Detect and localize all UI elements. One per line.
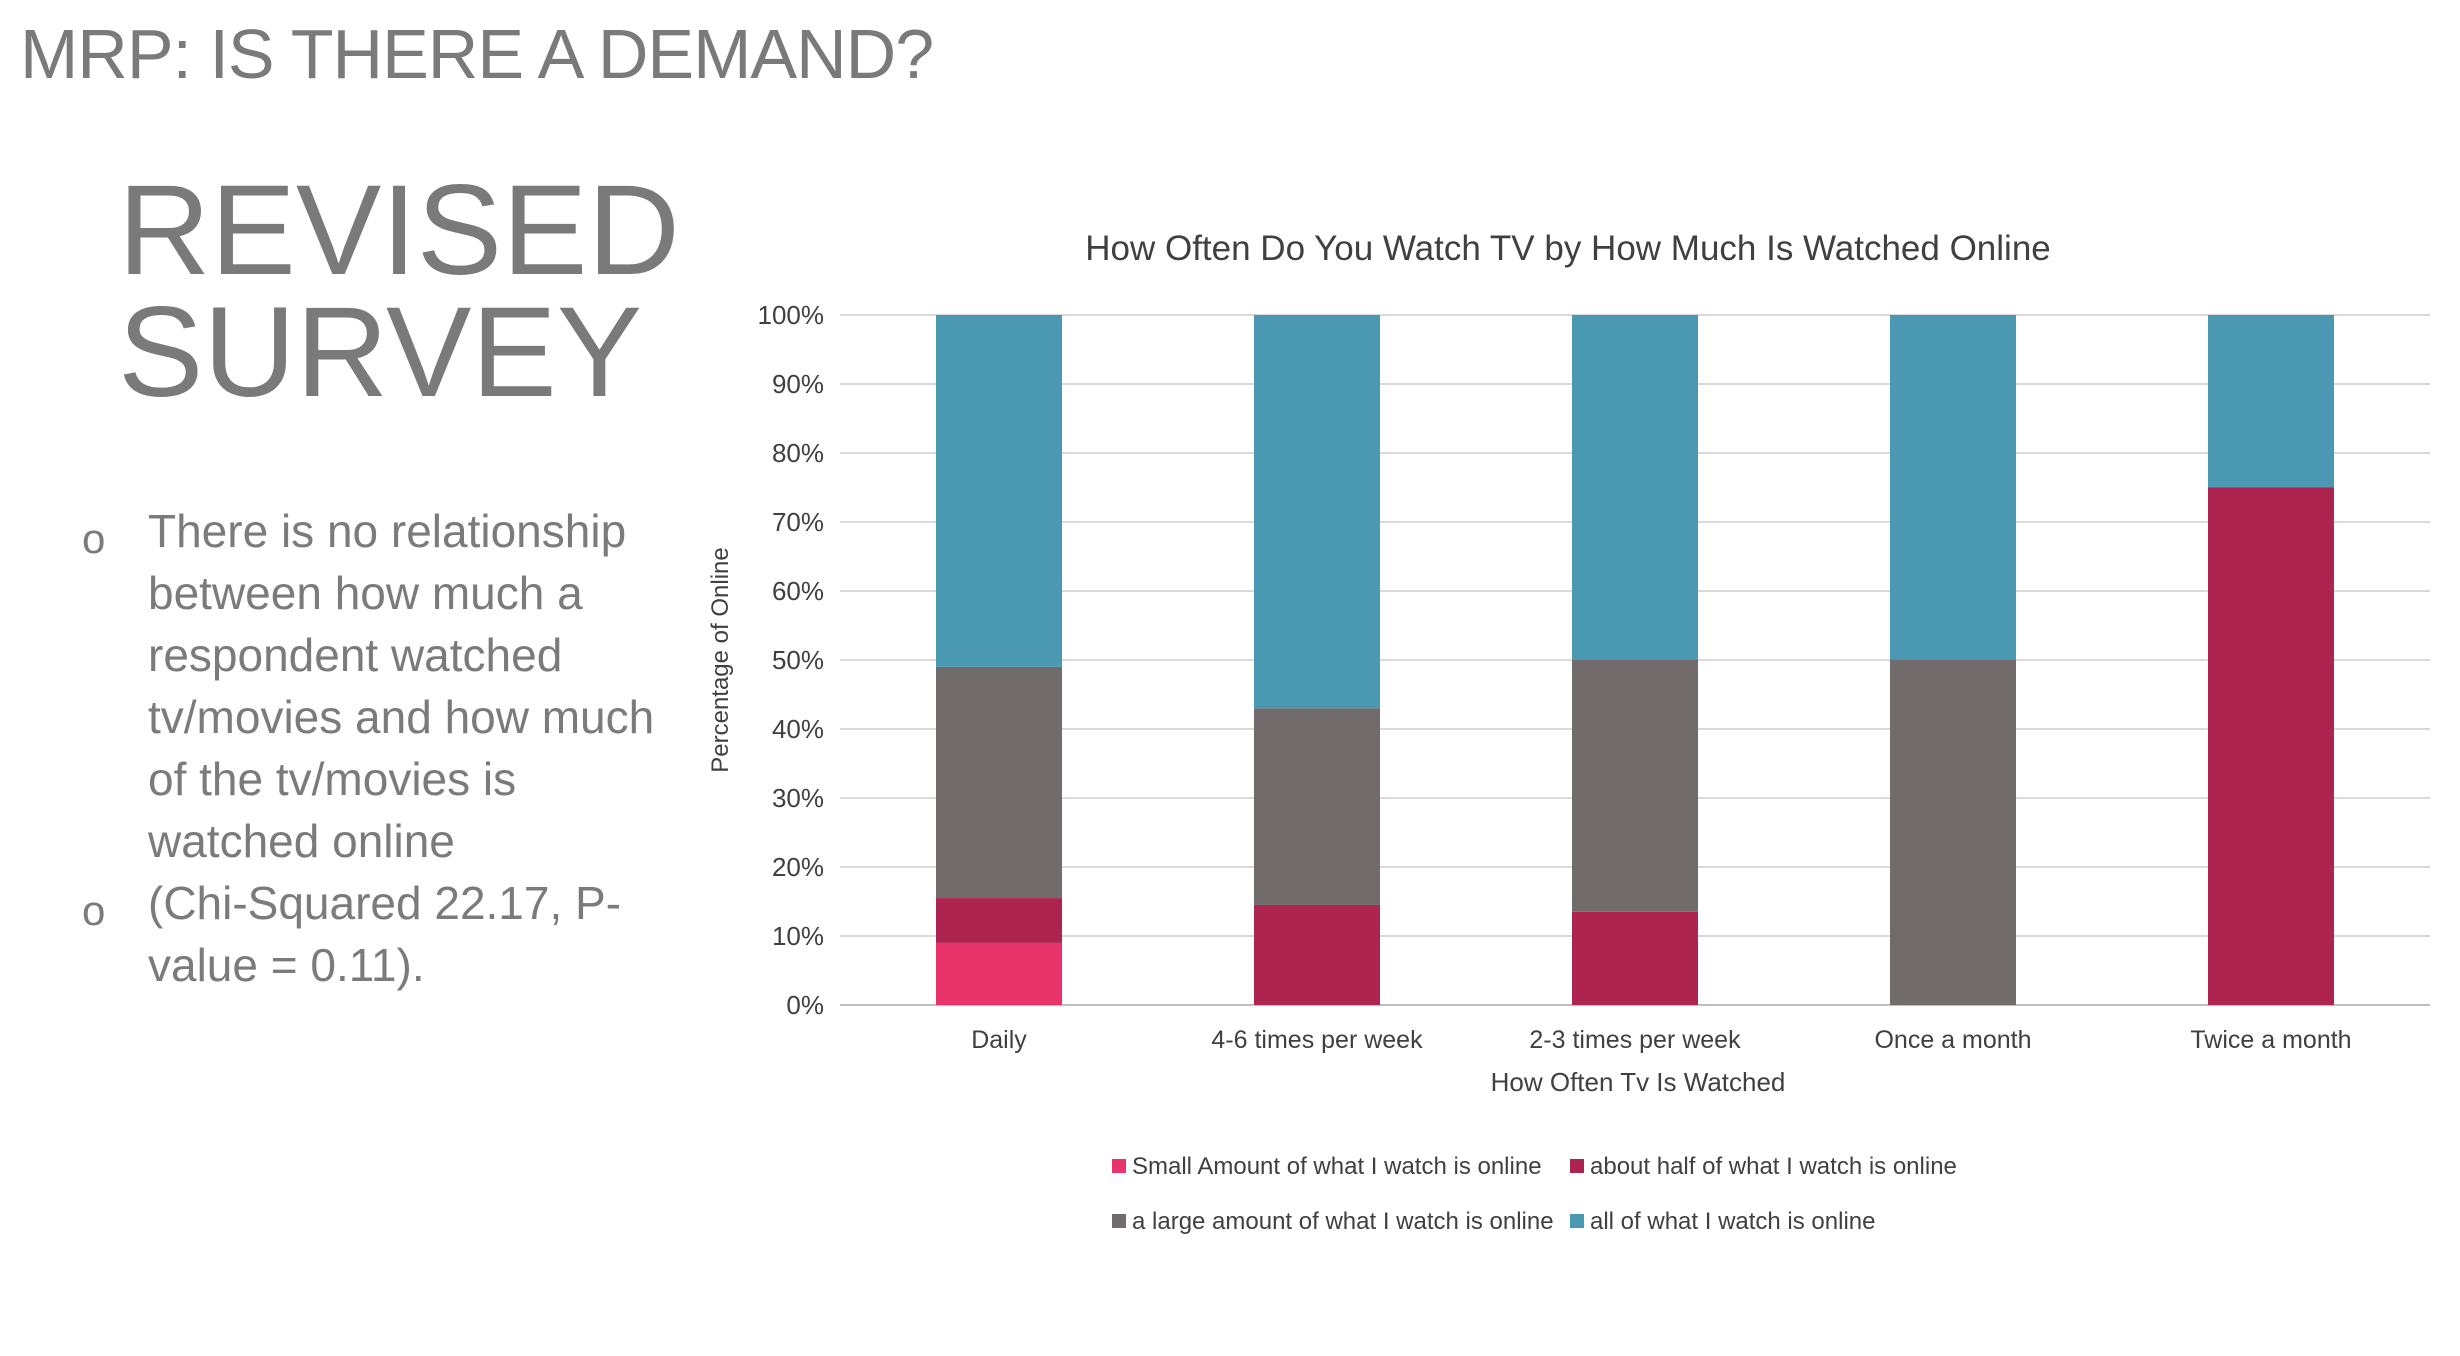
bullet-circle-icon: o <box>82 515 106 562</box>
y-tick-label: 30% <box>772 783 824 813</box>
y-tick-label: 70% <box>772 507 824 537</box>
y-tick-label: 20% <box>772 852 824 882</box>
y-tick-label: 80% <box>772 438 824 468</box>
bullet-item: o (Chi-Squared 22.17, P-value = 0.11). <box>70 872 670 996</box>
legend-swatch <box>1570 1159 1584 1173</box>
slide-title-line-1: REVISED <box>118 159 680 302</box>
y-tick-label: 0% <box>786 990 824 1020</box>
y-axis-ticks: 0% 10% 20% 30% 40% 50% 60% 70% 80% 90% 100% <box>758 300 825 1020</box>
x-tick-label: Twice a month <box>2190 1026 2351 1054</box>
bullet-item: o There is no relationship between how m… <box>70 500 670 872</box>
legend-label: a large amount of what I watch is online <box>1132 1208 1554 1235</box>
legend-label: Small Amount of what I watch is online <box>1132 1153 1542 1180</box>
x-tick-label: Daily <box>971 1026 1027 1054</box>
bar-segment-4-6-times-per-week-series-4 <box>1254 315 1380 709</box>
bar-segment-twice-a-month-series-4 <box>2208 315 2334 488</box>
y-tick-label: 10% <box>772 921 824 951</box>
legend-label: about half of what I watch is online <box>1590 1153 1957 1180</box>
legend: Small Amount of what I watch is online ab… <box>1112 1153 1957 1235</box>
y-tick-label: 50% <box>772 645 824 675</box>
bar-segment-twice-a-month-series-2 <box>2208 487 2334 1005</box>
slide-title-line-2: SURVEY <box>118 281 643 424</box>
bars <box>936 315 2334 1005</box>
bullet-circle-icon: o <box>82 887 106 934</box>
slide-title: REVISED SURVEY <box>118 159 680 424</box>
legend-label: all of what I watch is online <box>1590 1208 1875 1235</box>
y-tick-label: 40% <box>772 714 824 744</box>
bar-segment-once-a-month-series-3 <box>1890 660 2016 1005</box>
bar-segment-daily-series-3 <box>936 666 1062 899</box>
bar-segment-daily-series-1 <box>936 942 1062 1005</box>
legend-swatch <box>1112 1159 1126 1173</box>
bar-segment-daily-series-2 <box>936 898 1062 943</box>
x-tick-label: 4-6 times per week <box>1211 1026 1423 1054</box>
bullet-list: o There is no relationship between how m… <box>70 500 670 996</box>
bullet-text-chi-squared: (Chi-Squared 22.17, P-value = 0.11). <box>148 877 622 991</box>
bar-segment-once-a-month-series-4 <box>1890 315 2016 660</box>
x-tick-label: Once a month <box>1874 1026 2031 1054</box>
y-tick-label: 100% <box>758 300 825 330</box>
bullet-text-relationship: There is no relationship between how muc… <box>148 505 655 867</box>
bar-segment-2-3-times-per-week-series-2 <box>1572 911 1698 1005</box>
bar-segment-4-6-times-per-week-series-3 <box>1254 708 1380 905</box>
bar-segment-2-3-times-per-week-series-3 <box>1572 660 1698 912</box>
legend-swatch <box>1112 1214 1126 1228</box>
chart-title: How Often Do You Watch TV by How Much Is… <box>1085 229 2051 268</box>
y-tick-label: 90% <box>772 369 824 399</box>
bar-segment-4-6-times-per-week-series-2 <box>1254 904 1380 1005</box>
x-tick-label: 2-3 times per week <box>1529 1026 1741 1054</box>
x-axis-ticks: Daily 4-6 times per week 2-3 times per wee… <box>971 1026 2351 1054</box>
y-axis-label: Percentage of Online <box>707 547 734 772</box>
bar-segment-2-3-times-per-week-series-4 <box>1572 315 1698 660</box>
slide-header: MRP: IS THERE A DEMAND? <box>20 15 934 93</box>
legend-swatch <box>1570 1214 1584 1228</box>
x-axis-label: How Often Tv Is Watched <box>1491 1067 1786 1097</box>
y-tick-label: 60% <box>772 576 824 606</box>
bar-segment-daily-series-4 <box>936 315 1062 667</box>
